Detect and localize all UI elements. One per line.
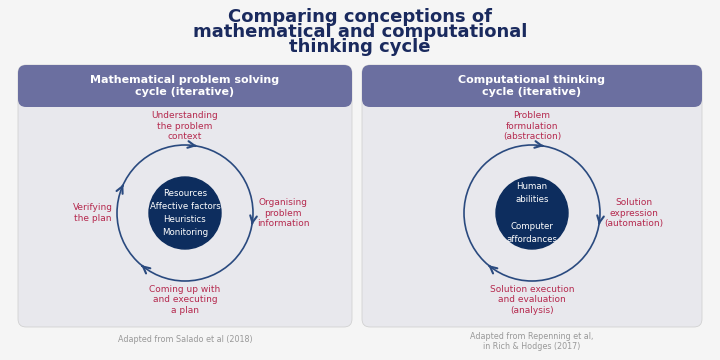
- Circle shape: [496, 177, 568, 249]
- Text: Coming up with
and executing
a plan: Coming up with and executing a plan: [149, 285, 220, 315]
- Text: Human
abilities

Computer
affordances: Human abilities Computer affordances: [506, 182, 557, 244]
- Text: Mathematical problem solving
cycle (iterative): Mathematical problem solving cycle (iter…: [91, 75, 279, 97]
- Text: Resources
Affective factors
Heuristics
Monitoring: Resources Affective factors Heuristics M…: [150, 189, 220, 237]
- Text: thinking cycle: thinking cycle: [289, 38, 431, 56]
- Text: Verifying
the plan: Verifying the plan: [73, 203, 113, 223]
- Text: mathematical and computational: mathematical and computational: [193, 23, 527, 41]
- Text: Comparing conceptions of: Comparing conceptions of: [228, 8, 492, 26]
- Text: Solution execution
and evaluation
(analysis): Solution execution and evaluation (analy…: [490, 285, 575, 315]
- Text: Problem
formulation
(abstraction): Problem formulation (abstraction): [503, 111, 561, 141]
- Text: Computational thinking
cycle (iterative): Computational thinking cycle (iterative): [459, 75, 606, 97]
- FancyBboxPatch shape: [18, 65, 352, 327]
- Text: Solution
expression
(automation): Solution expression (automation): [604, 198, 663, 228]
- Text: Organising
problem
information: Organising problem information: [257, 198, 310, 228]
- Circle shape: [149, 177, 221, 249]
- Text: Adapted from Repenning et al,
in Rich & Hodges (2017): Adapted from Repenning et al, in Rich & …: [470, 332, 594, 351]
- FancyBboxPatch shape: [18, 65, 352, 107]
- FancyBboxPatch shape: [362, 65, 702, 327]
- Text: Understanding
the problem
context: Understanding the problem context: [152, 111, 218, 141]
- Text: Adapted from Salado et al (2018): Adapted from Salado et al (2018): [117, 335, 252, 344]
- FancyBboxPatch shape: [362, 65, 702, 107]
